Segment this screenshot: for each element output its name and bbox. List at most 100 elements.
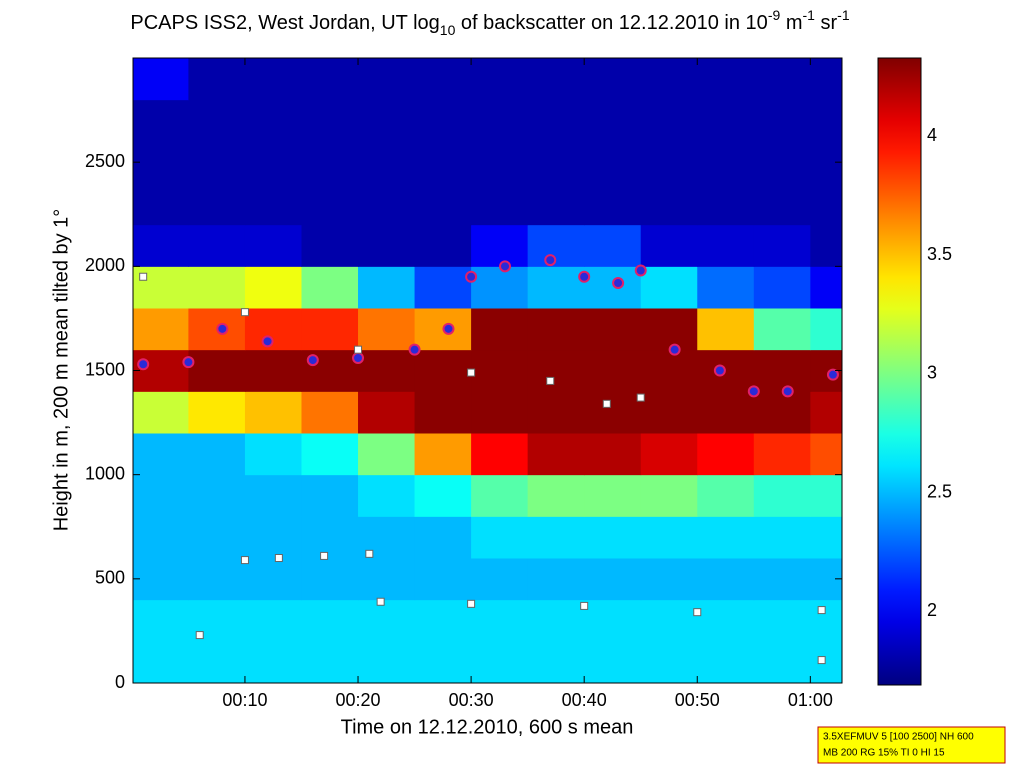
markers bbox=[137, 254, 839, 665]
heat-cell bbox=[753, 516, 811, 559]
heat-cell bbox=[640, 58, 698, 101]
heat-cell bbox=[244, 141, 302, 184]
x-tick-label: 01:00 bbox=[788, 690, 833, 710]
y-tick-label: 2000 bbox=[85, 255, 125, 275]
heat-cell bbox=[640, 141, 698, 184]
heat-cell bbox=[697, 433, 755, 476]
heat-cell bbox=[301, 141, 359, 184]
y-tick-label: 0 bbox=[115, 672, 125, 692]
heat-cell bbox=[640, 183, 698, 226]
heat-cell bbox=[133, 224, 189, 267]
heat-cell bbox=[753, 224, 811, 267]
heat-cell bbox=[584, 308, 642, 351]
heat-cell bbox=[244, 99, 302, 142]
heat-cell bbox=[753, 558, 811, 601]
heat-cell bbox=[753, 349, 811, 392]
heat-cell bbox=[471, 516, 529, 559]
heat-cell bbox=[527, 99, 585, 142]
plot-frame bbox=[132, 57, 843, 684]
point bbox=[817, 606, 826, 615]
heat-cell bbox=[697, 558, 755, 601]
heat-cell bbox=[471, 349, 529, 392]
heat-cell bbox=[133, 58, 189, 101]
annotation-line: 3.5XEFMUV 5 [100 2500] NH 600 bbox=[823, 732, 974, 743]
annotation-box bbox=[817, 726, 1006, 764]
heat-cell bbox=[584, 641, 642, 683]
heat-cell bbox=[584, 58, 642, 101]
heat-cell bbox=[301, 391, 359, 434]
heat-cell bbox=[471, 641, 529, 683]
heat-cell bbox=[810, 641, 842, 683]
heat-cell bbox=[527, 516, 585, 559]
heat-cell bbox=[810, 58, 842, 101]
heat-cell bbox=[697, 224, 755, 267]
heat-cell bbox=[640, 516, 698, 559]
heat-cell bbox=[584, 99, 642, 142]
heat-cell bbox=[640, 599, 698, 642]
heat-cell bbox=[697, 99, 755, 142]
heat-cell bbox=[584, 558, 642, 601]
point bbox=[376, 597, 385, 606]
heat-cell bbox=[301, 516, 359, 559]
heat-cell bbox=[301, 433, 359, 476]
heat-cell bbox=[301, 599, 359, 642]
colorbar-tick-label: 3 bbox=[927, 363, 937, 383]
heat-cell bbox=[188, 433, 246, 476]
colorbar-tick-label: 4 bbox=[927, 125, 937, 145]
heat-cell bbox=[414, 58, 472, 101]
heat-cell bbox=[244, 224, 302, 267]
heat-cell bbox=[414, 141, 472, 184]
heat-cell bbox=[301, 474, 359, 517]
heat-cell bbox=[527, 641, 585, 683]
heat-cell bbox=[527, 141, 585, 184]
heat-cell bbox=[133, 433, 189, 476]
heat-cell bbox=[527, 183, 585, 226]
heat-cell bbox=[640, 224, 698, 267]
heat-cell bbox=[414, 99, 472, 142]
title-part: of backscatter on 12.12.2010 in 10 bbox=[455, 12, 767, 34]
heat-cell bbox=[358, 183, 416, 226]
heat-cell bbox=[414, 599, 472, 642]
heat-cell bbox=[471, 558, 529, 601]
heat-cell bbox=[301, 99, 359, 142]
heat-cell bbox=[133, 141, 189, 184]
heat-cell bbox=[471, 474, 529, 517]
heat-cell bbox=[244, 183, 302, 226]
heat-cell bbox=[584, 391, 642, 434]
point bbox=[465, 270, 478, 283]
point bbox=[306, 354, 319, 367]
heat-cell bbox=[584, 474, 642, 517]
heat-cell bbox=[753, 58, 811, 101]
heat-cell bbox=[133, 308, 189, 351]
heat-cell bbox=[584, 516, 642, 559]
heat-cell bbox=[810, 433, 842, 476]
heat-cell bbox=[810, 516, 842, 559]
heat-cell bbox=[188, 58, 246, 101]
axes: 00:10 00:20 00:30 00:40 00:50 01:00 0 500 1000 15… bbox=[85, 58, 952, 710]
heat-cell bbox=[640, 558, 698, 601]
heat-cell bbox=[244, 349, 302, 392]
heat-cell bbox=[244, 58, 302, 101]
heat-cell bbox=[301, 224, 359, 267]
x-tick-label: 00:50 bbox=[675, 690, 720, 710]
heat-cell bbox=[414, 516, 472, 559]
title-subscript: 10 bbox=[440, 22, 456, 38]
heat-cell bbox=[697, 183, 755, 226]
heat-cell bbox=[471, 183, 529, 226]
heat-cell bbox=[697, 308, 755, 351]
annotation-line: MB 200 RG 15% TI 0 HI 15 bbox=[823, 748, 945, 759]
heat-cell bbox=[640, 391, 698, 434]
heat-cell bbox=[584, 266, 642, 309]
heat-cell bbox=[810, 391, 842, 434]
point bbox=[602, 399, 611, 408]
point bbox=[817, 656, 826, 665]
heat-cell bbox=[244, 558, 302, 601]
point bbox=[274, 554, 283, 562]
heat-cell bbox=[584, 224, 642, 267]
heat-cell bbox=[584, 433, 642, 476]
heat-cell bbox=[471, 599, 529, 642]
heat-cell bbox=[471, 433, 529, 476]
heat-cell bbox=[753, 433, 811, 476]
